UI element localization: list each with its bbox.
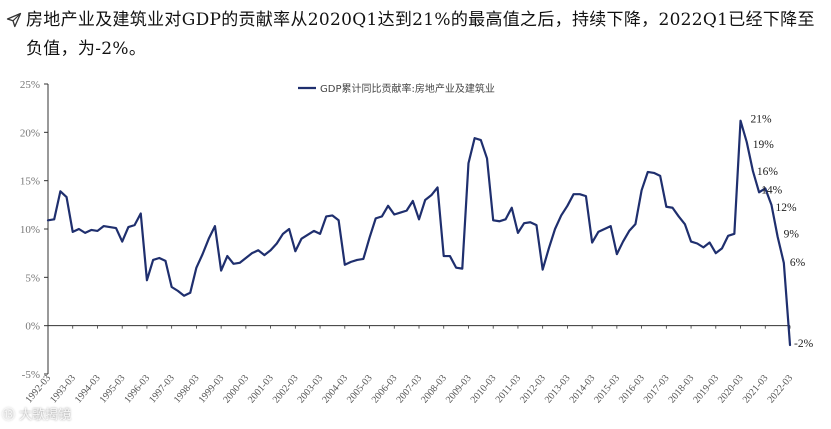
x-tick-label: 1998-03 xyxy=(172,373,202,406)
y-tick-label: 20% xyxy=(20,127,40,139)
x-tick-label: 2000-03 xyxy=(221,373,251,406)
y-axis: 25% 20% 15% 10% 5% 0% -5% xyxy=(20,79,49,381)
data-label: 14% xyxy=(761,184,783,196)
x-tick-label: 1994-03 xyxy=(73,373,103,406)
data-label: 12% xyxy=(775,202,797,214)
y-tick-label: 25% xyxy=(20,79,40,91)
x-tick-label: 2008-03 xyxy=(419,373,449,406)
watermark: ⑬ 大歌揭镜 xyxy=(2,408,72,423)
chart-legend: GDP累计同比贡献率:房地产业及建筑业 xyxy=(298,82,495,95)
legend-label: GDP累计同比贡献率:房地产业及建筑业 xyxy=(320,82,495,95)
x-tick-label: 2020-03 xyxy=(716,373,746,406)
x-tick-label: 1995-03 xyxy=(98,373,128,406)
x-tick-label: 2010-03 xyxy=(469,373,499,406)
x-tick-label: 2007-03 xyxy=(394,373,424,406)
annotations: 21% 19% 16% 14% 12% 9% 6% -2% xyxy=(751,114,814,350)
y-tick-label: 5% xyxy=(25,272,40,284)
x-tick-label: 2018-03 xyxy=(667,373,697,406)
x-tick-label: 2013-03 xyxy=(543,373,573,406)
x-tick-label: 2005-03 xyxy=(345,373,375,406)
y-tick-label: 0% xyxy=(25,321,40,333)
x-axis: 1992-031993-031994-031995-031996-031997-… xyxy=(23,325,795,406)
x-tick-label: 2011-03 xyxy=(494,373,524,405)
x-tick-label: 2002-03 xyxy=(271,373,301,406)
y-tick-label: -5% xyxy=(22,369,40,381)
x-tick-label: 2012-03 xyxy=(518,373,548,406)
x-tick-label: 1993-03 xyxy=(48,373,78,406)
data-label: 16% xyxy=(757,166,779,178)
plot-area xyxy=(46,119,792,347)
x-tick-label: 2003-03 xyxy=(296,373,326,406)
x-tick-label: 2016-03 xyxy=(617,373,647,406)
series-line xyxy=(46,119,792,347)
x-tick-label: 2019-03 xyxy=(691,373,721,406)
x-tick-label: 2021-03 xyxy=(741,373,771,406)
x-tick-label: 1997-03 xyxy=(147,373,177,406)
data-label: 21% xyxy=(751,114,773,126)
y-tick-label: 15% xyxy=(20,176,40,188)
send-arrow-icon xyxy=(6,12,22,28)
data-label: 6% xyxy=(790,257,806,269)
data-label: 19% xyxy=(753,139,775,151)
x-tick-label: 2015-03 xyxy=(592,373,622,406)
data-label: 9% xyxy=(784,229,800,241)
chart-title: 房地产业及建筑业对GDP的贡献率从2020Q1达到21%的最高值之后，持续下降，… xyxy=(26,10,815,59)
x-tick-label: 2009-03 xyxy=(444,373,474,406)
x-tick-label: 2017-03 xyxy=(642,373,672,406)
y-tick-label: 10% xyxy=(20,224,40,236)
x-tick-label: 2014-03 xyxy=(568,373,598,406)
x-tick-label: 1996-03 xyxy=(122,373,152,406)
x-tick-label: 2001-03 xyxy=(246,373,276,406)
data-label: -2% xyxy=(794,338,814,350)
x-tick-label: 2022-03 xyxy=(765,373,795,406)
x-tick-label: 2004-03 xyxy=(320,373,350,406)
x-tick-label: 2006-03 xyxy=(370,373,400,406)
x-tick-label: 1999-03 xyxy=(197,373,227,406)
